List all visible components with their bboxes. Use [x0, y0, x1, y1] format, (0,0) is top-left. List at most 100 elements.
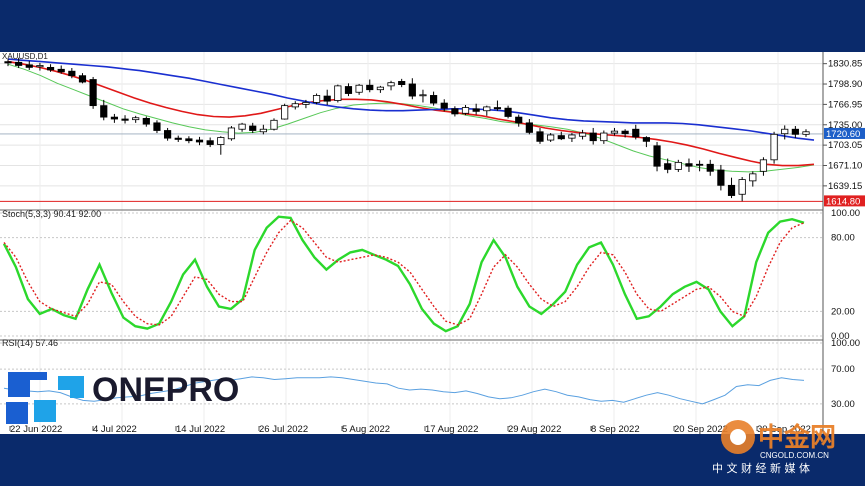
candle-body [142, 117, 150, 125]
candle [525, 119, 533, 135]
symbol-label: XAUUSD,D1 [2, 52, 48, 61]
oscillator-tick-label: 0.00 [831, 331, 850, 342]
candle [515, 114, 523, 127]
onepro-wordmark: ONEPRO [92, 371, 239, 409]
candle [568, 133, 576, 142]
candle [451, 106, 459, 117]
date-tick-label: 14 Jul 2022 [176, 424, 225, 435]
candle [738, 177, 746, 202]
candle-body [334, 85, 342, 101]
candle [366, 79, 374, 93]
candle [153, 120, 161, 134]
price-axis: 1830.85 1798.90 1766.95 1735.00 1703.05 1671.… [823, 59, 865, 207]
candle-body [206, 140, 214, 145]
candle-body [238, 123, 246, 130]
candle-body [536, 131, 544, 142]
watermark-brand: 中金网 [758, 422, 836, 453]
candle [227, 126, 236, 141]
candle [334, 84, 342, 103]
candle-body [408, 83, 416, 97]
candle-body [621, 130, 629, 135]
candle [100, 99, 108, 121]
price-panel: 1830.85 1798.90 1766.95 1735.00 1703.05 1671.… [0, 52, 865, 434]
candle-body [696, 163, 704, 166]
date-tick-label: 29 Aug 2022 [508, 424, 561, 435]
oscillator-tick-label: 80.00 [831, 233, 855, 244]
candle-body [685, 163, 693, 167]
candle-body [174, 137, 182, 140]
candle-body [738, 179, 746, 195]
candle-body [376, 86, 384, 91]
candle [578, 129, 587, 140]
candle-body [547, 134, 555, 141]
price-tick-label: 1830.85 [828, 59, 862, 70]
candle [142, 116, 150, 127]
candle [791, 126, 799, 139]
candle-body [4, 61, 12, 64]
candle [36, 62, 44, 71]
candle [557, 131, 565, 141]
candle-body [493, 107, 502, 110]
candle-body [249, 125, 257, 131]
candle [312, 93, 321, 105]
candle-body [770, 133, 778, 161]
cngold-watermark: 中金网 CNGOLD.COM.CN 中 文 财 经 新 媒 体 [712, 420, 836, 475]
candle-body [642, 137, 650, 142]
candle [217, 136, 225, 155]
candle-body [632, 128, 640, 138]
candle [238, 122, 246, 132]
candle [589, 127, 597, 145]
candle-body [57, 68, 65, 73]
candle [398, 78, 406, 88]
candle [642, 136, 650, 148]
candle-body [259, 128, 267, 133]
candle-body [706, 163, 714, 172]
candle-body [781, 128, 789, 135]
candle [291, 101, 299, 110]
candles [4, 57, 810, 202]
date-tick-label: 30 Sep 2022 [757, 424, 811, 435]
candle [195, 136, 204, 146]
oscillator-tick-label: 100.00 [831, 338, 860, 349]
candle [770, 131, 778, 164]
current-price-label: 1720.60 [826, 129, 860, 140]
candle [46, 64, 55, 72]
candle-body [419, 94, 427, 97]
candle [68, 68, 76, 79]
ma-blue-line [7, 58, 815, 141]
price-tick-label: 1735.00 [828, 120, 862, 131]
rsi-line [3, 376, 805, 405]
candle-body [355, 84, 363, 93]
price-grid [0, 52, 823, 434]
candle [536, 127, 544, 144]
oscillator-series-0 [2, 215, 805, 333]
price-tick-label: 1766.95 [828, 99, 862, 110]
candle [57, 65, 65, 74]
candle [89, 76, 97, 109]
candle [430, 91, 438, 106]
candle-body [312, 95, 321, 103]
price-tick-label: 1703.05 [828, 140, 862, 151]
ma-red-line [7, 60, 815, 167]
candle [281, 103, 289, 120]
logo-mark-square-2 [34, 400, 56, 422]
candle-body [461, 107, 470, 114]
current-price-badge [824, 127, 865, 139]
candle [600, 130, 608, 144]
candle-body [578, 132, 587, 137]
onepro-logo: ONEPRO [6, 371, 239, 424]
candle [174, 135, 182, 142]
candle [759, 157, 768, 176]
candle-body [36, 65, 44, 68]
marked-level-badge [824, 195, 865, 207]
date-tick-label: 22 Jun 2022 [10, 424, 62, 435]
candle [632, 124, 640, 140]
candle-body [791, 128, 799, 135]
candle [132, 115, 140, 123]
candle-body [515, 116, 523, 124]
candle [206, 137, 214, 148]
candle-body [100, 105, 108, 118]
logo-mark-top [8, 372, 47, 397]
rsi-title: RSI(14) 57.46 [2, 338, 58, 348]
watermark-logo-inner [730, 429, 746, 445]
